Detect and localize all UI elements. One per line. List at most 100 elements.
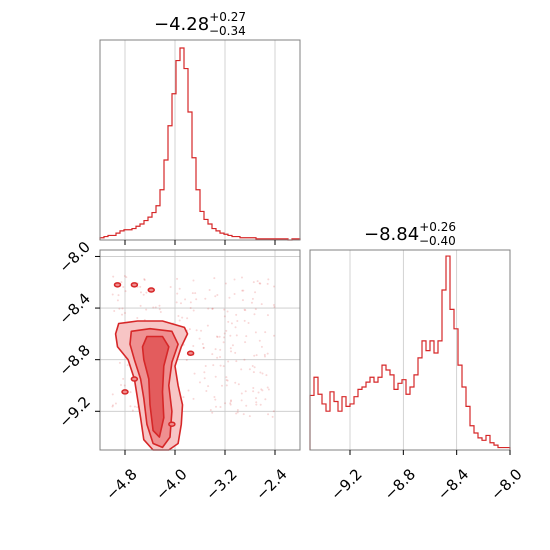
contour-levels (113, 282, 195, 451)
scatter-point (203, 377, 206, 380)
scatter-point (209, 409, 212, 412)
title-median: −8.84 (364, 224, 419, 245)
contour-island (186, 350, 195, 356)
scatter-point (158, 308, 161, 311)
scatter-point (224, 282, 227, 285)
scatter-point (272, 285, 275, 288)
scatter-point (139, 285, 142, 288)
x-tick-label: −8.4 (434, 465, 472, 503)
contour-island (168, 421, 176, 427)
scatter-point (255, 354, 258, 357)
scatter-point (219, 406, 222, 409)
scatter-point (118, 307, 121, 310)
scatter-point (158, 304, 161, 307)
scatter-point (244, 341, 247, 344)
scatter-point (255, 397, 258, 400)
scatter-point (227, 360, 230, 363)
scatter-point (236, 409, 239, 412)
scatter-point (260, 303, 263, 306)
scatter-point (252, 371, 255, 374)
scatter-point (267, 278, 270, 281)
scatter-point (195, 298, 198, 301)
scatter-point (266, 386, 269, 389)
scatter-point (212, 364, 215, 367)
contour-island (113, 282, 122, 288)
x-tick-label: −8.0 (487, 465, 525, 503)
scatter-point (192, 309, 195, 312)
y-tick-label: −8.4 (55, 290, 93, 328)
scatter-point (244, 309, 247, 312)
scatter-point (264, 398, 267, 401)
title-minus: −0.40 (419, 234, 456, 248)
scatter-point (220, 384, 223, 387)
scatter-point (236, 319, 239, 322)
scatter-point (248, 368, 251, 371)
scatter-point (272, 410, 275, 413)
scatter-point (235, 334, 238, 337)
scatter-point (216, 356, 219, 359)
x-ticks: −4.8 −4.0 −3.2 −2.4 (102, 450, 291, 504)
grid-lines (124, 40, 276, 240)
scatter-point (237, 383, 240, 386)
contour-island (130, 282, 139, 288)
scatter-point (204, 297, 207, 300)
title-minus: −0.34 (209, 24, 246, 38)
scatter-point (242, 413, 245, 416)
scatter-point (136, 317, 139, 320)
scatter-point (213, 277, 216, 280)
scatter-point (159, 310, 162, 313)
scatter-point (243, 358, 246, 361)
scatter-point (169, 286, 172, 289)
scatter-point (229, 400, 232, 403)
scatter-point (267, 388, 270, 391)
title-median: −4.28 (154, 14, 209, 35)
scatter-point (207, 385, 210, 388)
scatter-point (129, 405, 132, 408)
scatter-point (202, 347, 205, 350)
scatter-point (111, 293, 114, 296)
scatter-point (222, 341, 225, 344)
scatter-point (229, 402, 232, 405)
scatter-point (273, 306, 276, 309)
x-tick-label: −4.0 (152, 465, 190, 503)
scatter-point (272, 303, 275, 306)
scatter-point (114, 402, 117, 405)
scatter-point (181, 316, 184, 319)
scatter-point (214, 295, 217, 298)
scatter-point (213, 395, 216, 398)
contour-island (121, 389, 129, 395)
histogram-panel-right: −9.2 −8.8 −8.4 −8.0 −8.84+0.26 −0.40 (309, 220, 526, 504)
scatter-point (152, 306, 155, 309)
scatter-point (145, 291, 148, 294)
scatter-point (195, 329, 198, 332)
scatter-point (259, 371, 262, 374)
scatter-point (253, 354, 256, 357)
scatter-point (254, 308, 257, 311)
scatter-point (218, 335, 221, 338)
scatter-point (223, 332, 226, 335)
scatter-point (223, 336, 226, 339)
scatter-point (225, 329, 228, 332)
scatter-point (219, 356, 222, 359)
scatter-point (236, 411, 239, 414)
scatter-point (224, 402, 227, 405)
x-tick-label: −8.8 (381, 465, 419, 503)
scatter-point (125, 276, 128, 279)
scatter-point (122, 377, 125, 380)
contour-island (147, 287, 155, 293)
scatter-point (230, 399, 233, 402)
scatter-point (227, 320, 230, 323)
scatter-point (193, 372, 196, 375)
scatter-point (229, 347, 232, 350)
scatter-point (186, 317, 189, 320)
x-tick-label: −4.8 (102, 465, 140, 503)
histogram-step-line (309, 255, 511, 450)
scatter-point (230, 350, 233, 353)
scatter-point (111, 404, 114, 407)
y-tick-label: −8.0 (55, 238, 93, 276)
scatter-point (225, 376, 228, 379)
scatter-point (182, 396, 185, 399)
scatter-point (201, 343, 204, 346)
scatter-point (211, 353, 214, 356)
